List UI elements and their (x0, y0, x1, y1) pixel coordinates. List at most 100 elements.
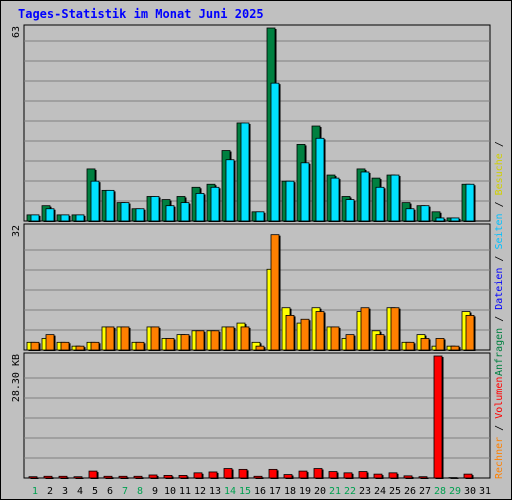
bar-dateien-18 (285, 180, 295, 222)
day-label-13: 13 (209, 486, 221, 497)
bar-dateien-14 (225, 159, 235, 222)
bar-volumen-11 (178, 475, 188, 479)
legend-bottom-part: Rechner (494, 437, 505, 479)
bar-dateien-7 (120, 202, 130, 222)
bar-dateien-12 (195, 193, 205, 222)
legend-top-part: Besuche (494, 153, 505, 195)
bar-volumen-10 (163, 475, 173, 479)
bar-rechner-21 (330, 326, 340, 351)
day-label-20: 20 (314, 486, 326, 497)
bar-volumen-4 (73, 476, 83, 479)
y-max-label-middle: 32 (11, 225, 22, 237)
bar-rechner-10 (165, 338, 175, 351)
bar-rechner-17 (270, 234, 280, 351)
day-label-29: 29 (449, 486, 461, 497)
bar-dateien-21 (330, 177, 340, 222)
bar-volumen-13 (208, 471, 218, 479)
bar-volumen-5 (88, 470, 98, 479)
bar-rechner-1 (30, 341, 40, 351)
day-label-10: 10 (164, 486, 176, 497)
bar-dateien-6 (105, 189, 115, 222)
bar-dateien-23 (360, 171, 370, 222)
bar-volumen-19 (298, 470, 308, 479)
day-label-26: 26 (404, 486, 416, 497)
legend-top-part: Anfragen (494, 328, 505, 376)
bar-dateien-3 (60, 214, 70, 222)
bar-volumen-25 (388, 472, 398, 479)
day-label-4: 4 (77, 486, 83, 497)
bar-volumen-24 (373, 473, 383, 479)
bar-rechner-9 (150, 326, 160, 351)
bar-rechner-29 (450, 345, 460, 351)
bar-rechner-4 (75, 345, 85, 351)
day-label-24: 24 (374, 486, 386, 497)
legend-top-part: Dateien (494, 268, 505, 310)
bar-rechner-6 (105, 326, 115, 351)
day-label-23: 23 (359, 486, 371, 497)
bar-dateien-25 (390, 174, 400, 222)
bar-rechner-19 (300, 318, 310, 351)
panel-top (23, 24, 491, 222)
bar-volumen-20 (313, 468, 323, 479)
day-label-28: 28 (434, 486, 446, 497)
bar-dateien-11 (180, 202, 190, 222)
bar-dateien-16 (255, 211, 265, 222)
bar-dateien-9 (150, 196, 160, 222)
bar-dateien-8 (135, 208, 145, 222)
bar-dateien-15 (240, 122, 250, 222)
bar-dateien-22 (345, 199, 355, 222)
day-label-2: 2 (47, 486, 53, 497)
bar-volumen-18 (283, 474, 293, 479)
day-label-1: 1 (32, 486, 38, 497)
day-label-5: 5 (92, 486, 98, 497)
bar-rechner-26 (405, 341, 415, 351)
day-label-16: 16 (254, 486, 266, 497)
day-label-17: 17 (269, 486, 281, 497)
legend-top: Anfragen / Dateien / Seiten / Besuche / (494, 141, 505, 376)
day-label-9: 9 (152, 486, 158, 497)
day-label-3: 3 (62, 486, 68, 497)
y-max-label-top: 63 (11, 26, 22, 38)
day-label-30: 30 (464, 486, 476, 497)
bar-volumen-7 (118, 475, 128, 479)
day-label-27: 27 (419, 486, 431, 497)
bar-dateien-29 (450, 217, 460, 222)
bar-rechner-23 (360, 307, 370, 351)
legend-bottom-part: Volumen (494, 377, 505, 419)
bar-volumen-26 (403, 475, 413, 479)
bar-dateien-1 (30, 214, 40, 222)
panel-bottom (23, 352, 491, 479)
bar-rechner-12 (195, 330, 205, 351)
bar-volumen-1 (28, 476, 38, 479)
day-label-15: 15 (239, 486, 251, 497)
bar-rechner-20 (315, 311, 325, 351)
bar-volumen-28 (433, 355, 443, 479)
legend-top-part: / (494, 250, 505, 268)
bar-volumen-14 (223, 468, 233, 479)
bar-rechner-22 (345, 334, 355, 351)
day-label-7: 7 (122, 486, 128, 497)
bar-dateien-10 (165, 205, 175, 222)
day-label-8: 8 (137, 486, 143, 497)
legend-top-part: / (494, 141, 505, 153)
bar-dateien-13 (210, 186, 220, 222)
day-label-18: 18 (284, 486, 296, 497)
bar-rechner-28 (435, 338, 445, 351)
panel-middle (23, 223, 491, 351)
legend-bottom-part: / (494, 419, 505, 437)
day-label-31: 31 (479, 486, 491, 497)
day-label-6: 6 (107, 486, 113, 497)
bar-rechner-2 (45, 334, 55, 351)
bar-volumen-16 (253, 475, 263, 479)
bar-volumen-8 (133, 475, 143, 479)
bar-rechner-27 (420, 338, 430, 351)
bar-dateien-4 (75, 214, 85, 222)
bar-dateien-30 (465, 183, 475, 222)
bar-rechner-14 (225, 326, 235, 351)
bar-rechner-13 (210, 330, 220, 351)
day-label-12: 12 (194, 486, 206, 497)
bar-volumen-23 (358, 471, 368, 479)
bar-rechner-15 (240, 326, 250, 351)
bar-rechner-16 (255, 345, 265, 351)
